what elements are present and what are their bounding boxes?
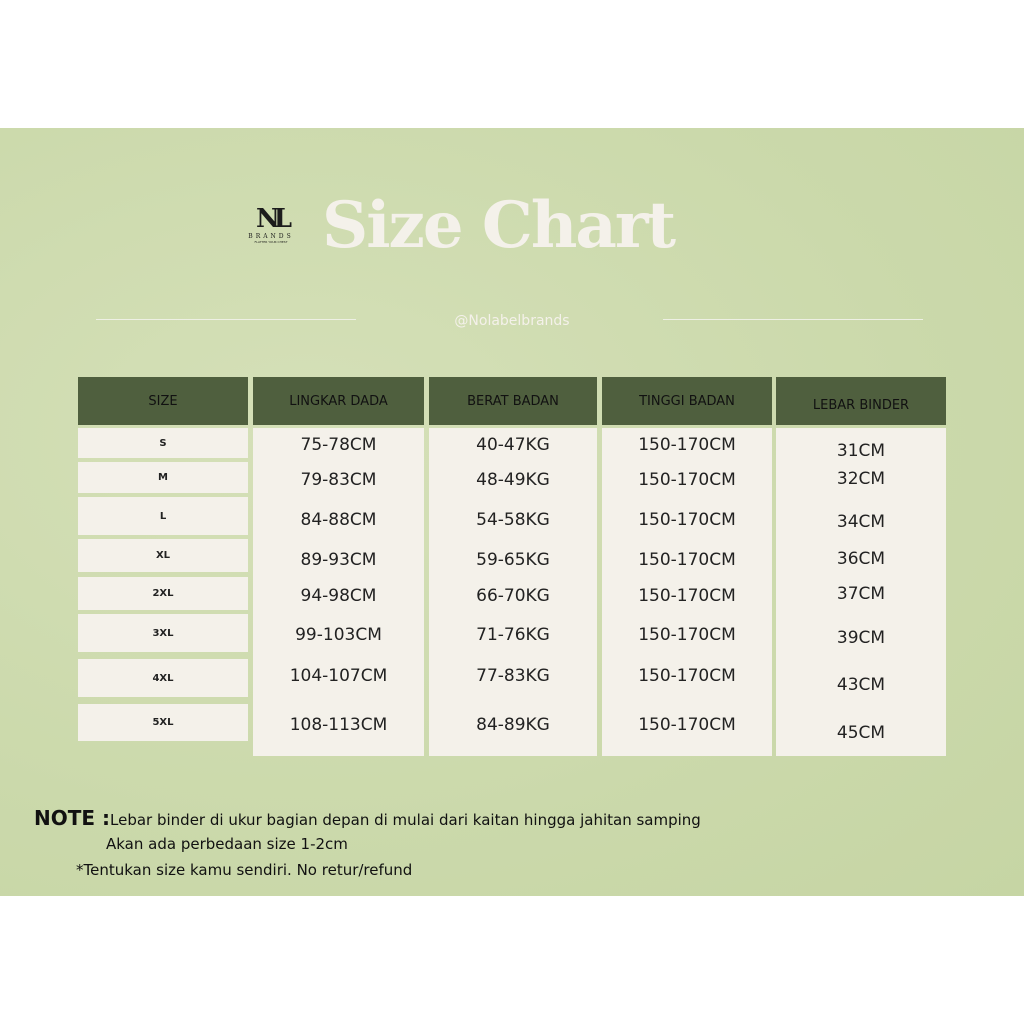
header-3: TINGGI BADAN [602,377,772,425]
size-cell: 2XL [78,577,248,610]
table-cell: 31CM [836,441,886,461]
table-cell: 34CM [836,512,886,532]
page-title: Size Chart [322,188,676,263]
column-block [429,428,597,756]
table-cell: 150-170CM [638,470,736,490]
table-cell: 71-76KG [476,625,550,645]
table-cell: 99-103CM [295,625,382,645]
logo-name: BRANDS [248,233,294,240]
table-cell: 66-70KG [476,586,550,606]
table-cell: 43CM [836,675,886,695]
header-2: BERAT BADAN [429,377,597,425]
size-cell: S [78,428,248,458]
size-cell: 4XL [78,659,248,697]
social-handle: @Nolabelbrands [454,313,570,329]
table-cell: 150-170CM [638,666,736,686]
table-cell: 40-47KG [476,435,550,455]
table-cell: 104-107CM [289,666,388,686]
note-line-3: *Tentukan size kamu sendiri. No retur/re… [76,861,413,879]
size-cell: M [78,462,248,493]
table-cell: 150-170CM [638,510,736,530]
header-4: LEBAR BINDER [776,377,946,425]
note: NOTE :Lebar binder di ukur bagian depan … [34,806,701,882]
size-cell: 3XL [78,614,248,652]
divider-right [663,319,923,320]
column-block [602,428,772,756]
table-cell: 45CM [836,723,886,743]
table-cell: 36CM [836,549,886,569]
table-cell: 39CM [836,628,886,648]
size-cell: 5XL [78,704,248,741]
column-block [253,428,424,756]
table-cell: 94-98CM [300,586,377,606]
table-cell: 89-93CM [300,550,377,570]
table-cell: 48-49KG [476,470,550,490]
table-cell: 150-170CM [638,550,736,570]
table-cell: 84-89KG [476,715,550,735]
column-block [776,428,946,756]
table-cell: 84-88CM [300,510,377,530]
table-cell: 79-83CM [300,470,377,490]
divider-left [96,319,356,320]
header-0: SIZE [78,377,248,425]
table-cell: 37CM [836,584,886,604]
table-cell: 54-58KG [476,510,550,530]
brand-logo: NL BRANDS FLATTER YOUR CHEST [248,205,294,244]
size-cell: XL [78,539,248,572]
table-cell: 75-78CM [300,435,377,455]
table-cell: 108-113CM [289,715,388,735]
note-line-1: Lebar binder di ukur bagian depan di mul… [110,811,701,829]
table-cell: 150-170CM [638,715,736,735]
table-cell: 77-83KG [476,666,550,686]
table-cell: 150-170CM [638,435,736,455]
note-label: NOTE : [34,806,111,830]
note-line-2: Akan ada perbedaan size 1-2cm [106,835,348,853]
header-1: LINGKAR DADA [253,377,424,425]
logo-mark: NL [255,204,292,234]
size-cell: L [78,497,248,535]
table-cell: 32CM [836,469,886,489]
table-cell: 150-170CM [638,586,736,606]
table-cell: 59-65KG [476,550,550,570]
logo-tagline: FLATTER YOUR CHEST [254,240,288,244]
table-cell: 150-170CM [638,625,736,645]
